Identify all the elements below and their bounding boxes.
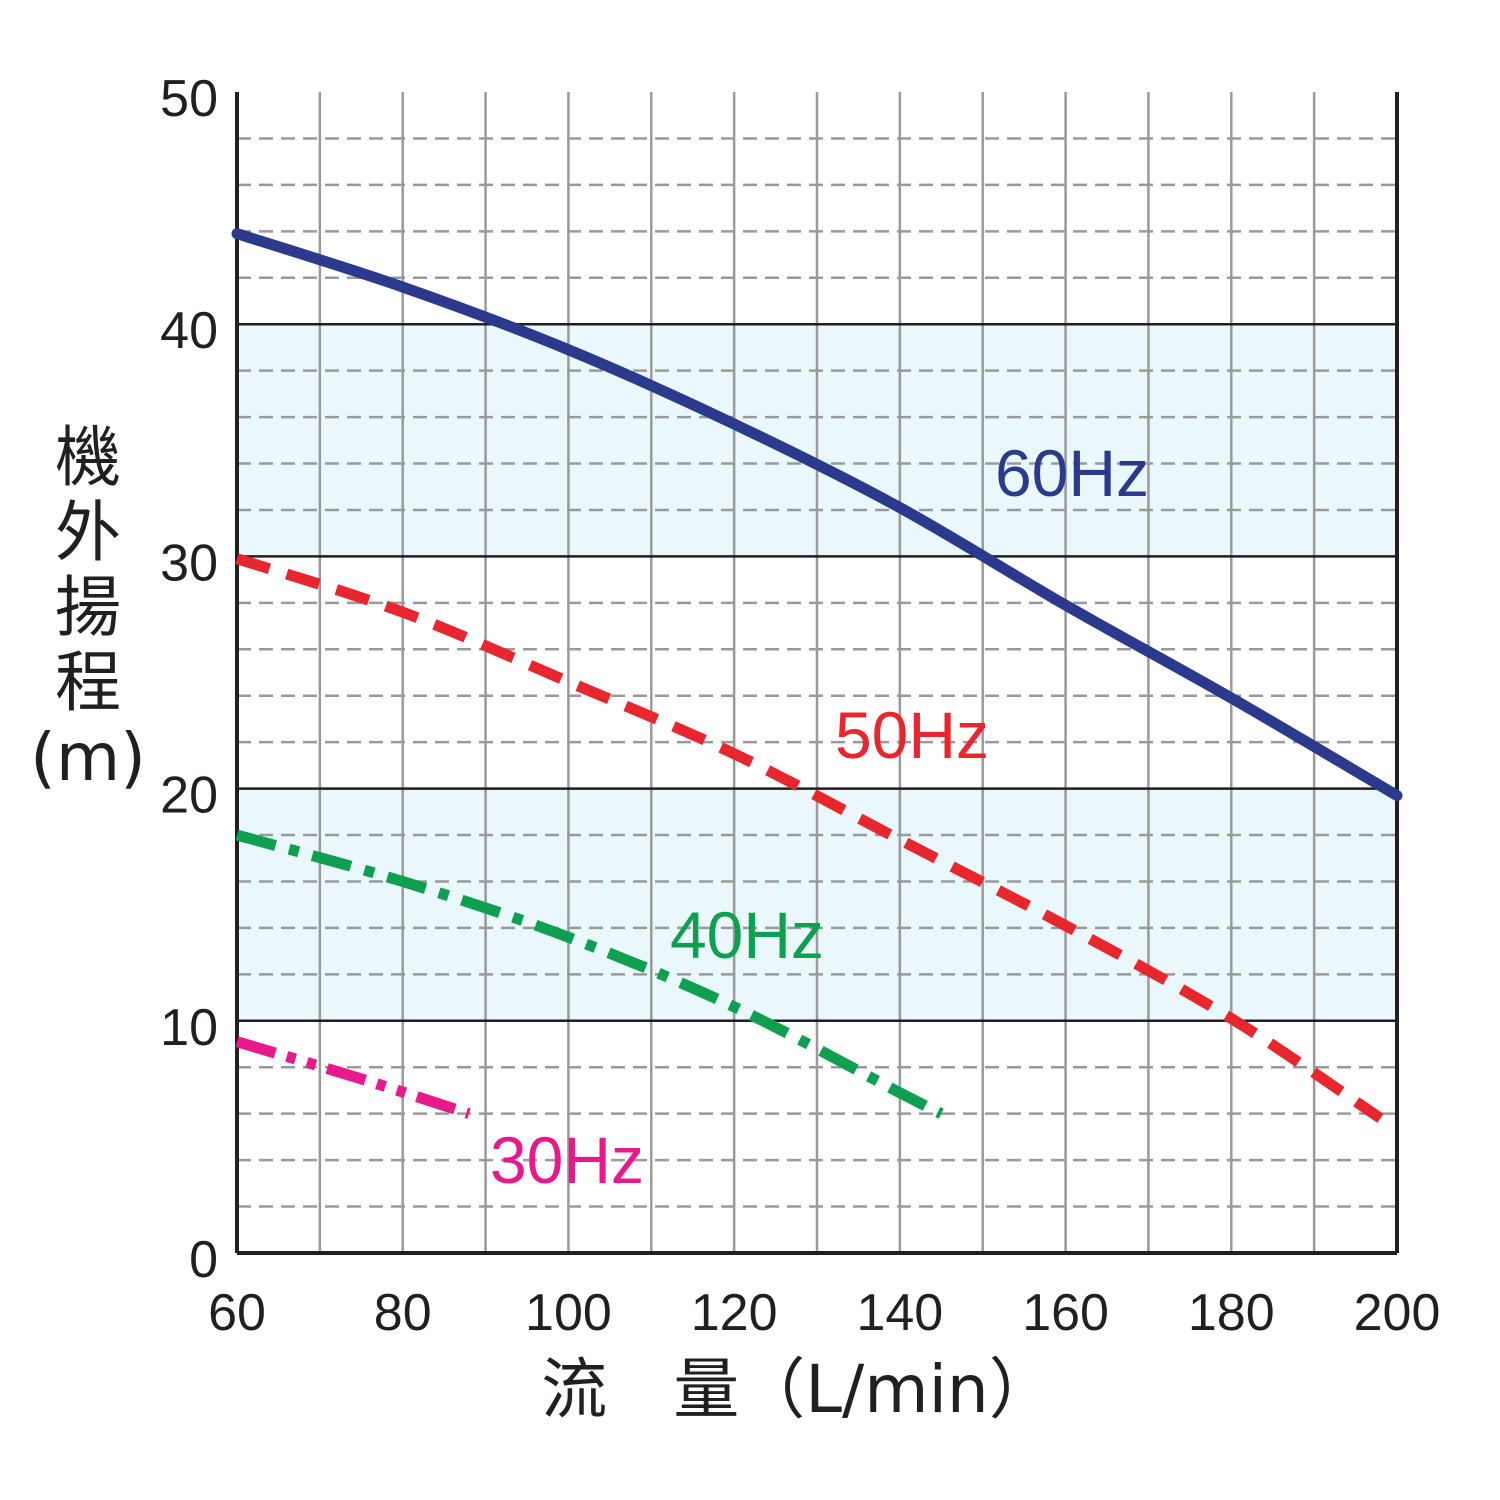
tick-labels: 60 80 100 120 140 160 180 200 0 10 20 30 40 50 [160, 70, 1440, 1342]
y-axis-title-char: 外 [55, 494, 121, 571]
y-axis-title-char: 揚 [55, 569, 121, 646]
x-tick-label: 120 [691, 1284, 778, 1342]
y-tick-label: 10 [160, 999, 218, 1057]
y-tick-label: 50 [160, 70, 218, 128]
x-tick-label: 100 [525, 1284, 612, 1342]
y-tick-label: 20 [160, 767, 218, 825]
y-axis-title-unit: (m) [30, 719, 146, 796]
series-label-50hz: 50Hz [835, 698, 989, 772]
x-tick-label: 60 [208, 1284, 266, 1342]
x-axis-title: 流 量（L/min） [541, 1351, 1054, 1428]
series-line-40hz [235, 829, 944, 1119]
series-label-30hz: 30Hz [490, 1123, 644, 1197]
x-tick-label: 160 [1022, 1284, 1109, 1342]
series-label-40hz: 40Hz [670, 898, 824, 972]
series-label-60hz: 60Hz [995, 436, 1149, 510]
grid-lines [237, 92, 1397, 1253]
series-line-50hz [235, 553, 1384, 1123]
x-tick-label: 140 [856, 1284, 943, 1342]
y-tick-label: 40 [160, 302, 218, 360]
y-tick-label: 30 [160, 534, 218, 592]
series-line-30hz [235, 1036, 471, 1119]
series-lines [231, 228, 1403, 1123]
x-tick-label: 180 [1188, 1284, 1275, 1342]
series-labels: 60Hz 50Hz 40Hz 30Hz [490, 436, 1149, 1197]
y-axis-title-char: 機 [55, 419, 121, 496]
axes [235, 92, 1399, 1255]
x-tick-label: 80 [374, 1284, 432, 1342]
y-axis-title-char: 程 [55, 644, 121, 721]
y-tick-label: 0 [189, 1231, 218, 1289]
x-tick-label: 200 [1354, 1284, 1441, 1342]
series-line-60hz [231, 228, 1403, 802]
